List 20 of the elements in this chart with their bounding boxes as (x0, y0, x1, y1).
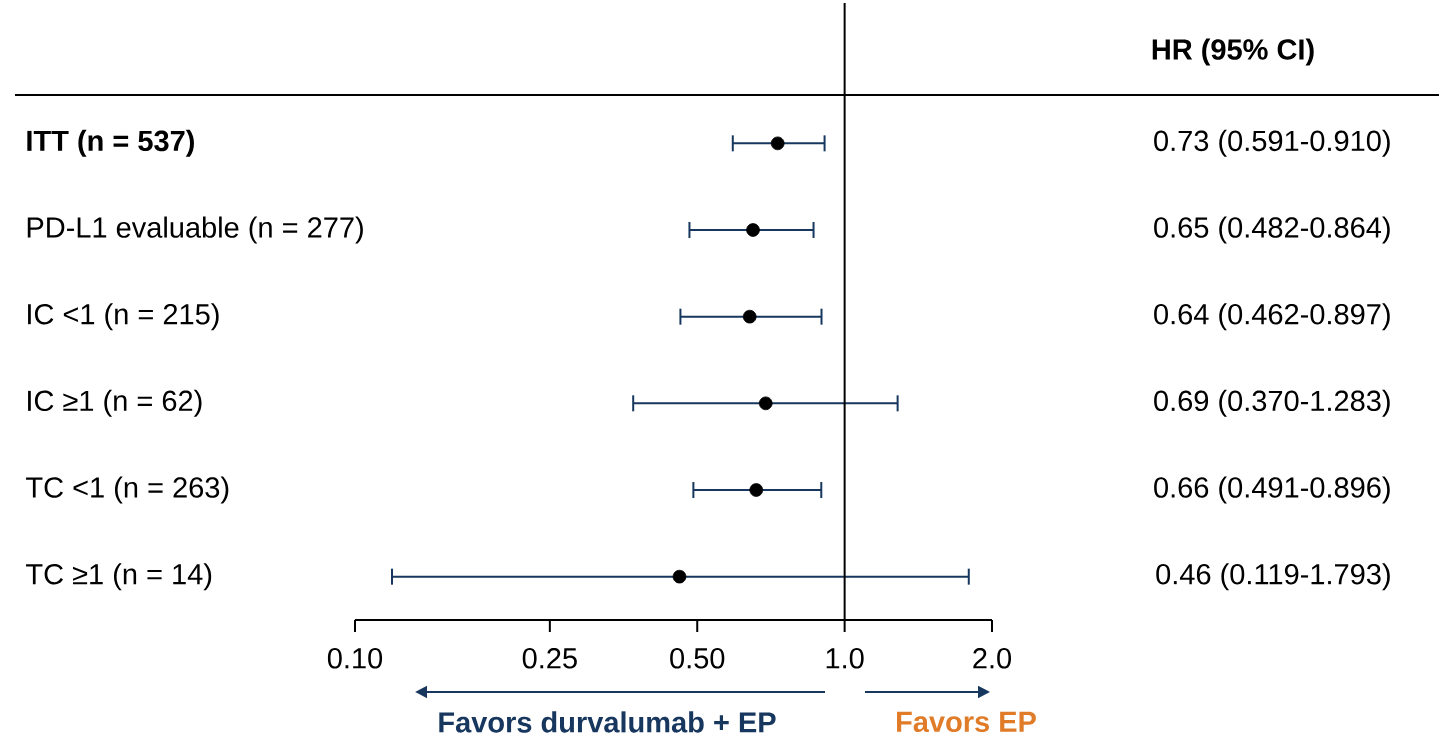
y-tick-label: IC ≥1 (n = 62) (28, 389, 202, 417)
text: HR (95% CI) (1152, 38, 1314, 66)
data-label: 0.73 (0.591-0.910) (1154, 129, 1390, 157)
data-label: 0.65 (0.482-0.864) (1154, 216, 1390, 244)
data-label: 0.69 (0.370-1.283) (1154, 389, 1390, 417)
x-tick-label: 0.10 (327, 648, 383, 669)
data-label: 0.66 (0.491-0.896) (1154, 476, 1390, 504)
x-tick-label: 1.0 (826, 648, 864, 669)
y-tick-label: IC <1 (n = 215) (28, 303, 219, 331)
x-tick-label: 0.50 (670, 648, 725, 669)
data-label: 0.64 (0.462-0.897) (1154, 303, 1390, 331)
text: Favors EP (897, 711, 1036, 733)
data-label: 0.46 (0.119-1.793) (1156, 563, 1390, 591)
text: Favors durvalumab + EP (439, 711, 776, 733)
y-tick-label: PD-L1 evaluable (n = 277) (27, 216, 363, 244)
y-tick-label: ITT (n = 537) (27, 129, 194, 157)
y-tick-label: TC <1 (n = 263) (26, 476, 229, 504)
y-tick-label: TC ≥1 (n = 14) (26, 563, 212, 591)
x-tick-label: 2.0 (973, 648, 1012, 669)
x-tick-label: 0.25 (522, 648, 577, 669)
